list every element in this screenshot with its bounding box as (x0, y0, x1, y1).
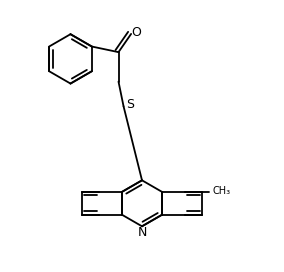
Text: S: S (126, 98, 134, 111)
Text: O: O (131, 26, 141, 39)
Text: CH₃: CH₃ (212, 186, 231, 196)
Text: N: N (137, 226, 147, 239)
